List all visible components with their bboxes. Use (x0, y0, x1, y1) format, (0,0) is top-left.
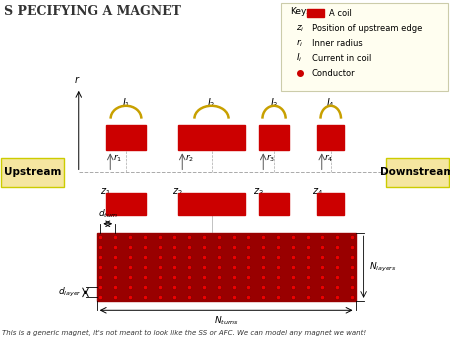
Text: A coil: A coil (328, 9, 351, 18)
Text: $z_4$: $z_4$ (312, 187, 323, 198)
Text: $r_i$: $r_i$ (296, 38, 303, 49)
Text: $z_3$: $z_3$ (253, 187, 264, 198)
Bar (259, 125, 289, 150)
Bar (97, 233, 356, 301)
Text: $r_3$: $r_3$ (266, 152, 275, 164)
Bar (178, 125, 245, 150)
Text: $z_i$: $z_i$ (296, 23, 304, 34)
Text: $r_1$: $r_1$ (113, 152, 122, 164)
FancyBboxPatch shape (1, 158, 64, 187)
FancyBboxPatch shape (281, 3, 448, 91)
Text: $I_2$: $I_2$ (207, 96, 216, 110)
Text: r: r (75, 75, 78, 85)
Text: $N_{layers}$: $N_{layers}$ (369, 261, 397, 273)
Text: $d_{turn}$: $d_{turn}$ (98, 208, 118, 220)
Text: $I_4$: $I_4$ (326, 96, 335, 110)
Text: $r_4$: $r_4$ (324, 152, 334, 164)
Text: $I_3$: $I_3$ (270, 96, 279, 110)
Text: $d_{layer}$: $d_{layer}$ (58, 286, 82, 299)
Bar (106, 125, 146, 150)
Text: Current in coil: Current in coil (312, 54, 371, 63)
Bar (317, 193, 344, 215)
Text: $I_i$: $I_i$ (296, 52, 302, 64)
Text: Upstream: Upstream (4, 167, 62, 177)
Text: Conductor: Conductor (312, 69, 356, 77)
Bar (106, 193, 146, 215)
Text: S PECIFYING A MAGNET: S PECIFYING A MAGNET (4, 5, 181, 18)
Text: This is a generic magnet, it's not meant to look like the SS or AFC. We can mode: This is a generic magnet, it's not meant… (2, 330, 366, 336)
Bar (317, 125, 344, 150)
Text: Inner radius: Inner radius (312, 39, 363, 48)
Bar (307, 9, 324, 17)
Text: $r_2$: $r_2$ (185, 152, 194, 164)
FancyBboxPatch shape (386, 158, 449, 187)
Bar (259, 193, 289, 215)
Text: $I_1$: $I_1$ (122, 96, 130, 110)
Text: Key:: Key: (290, 7, 309, 16)
Text: Position of upstream edge: Position of upstream edge (312, 24, 422, 33)
Text: $z_1$: $z_1$ (100, 187, 111, 198)
Text: $z_2$: $z_2$ (172, 187, 183, 198)
Text: $N_{turns}$: $N_{turns}$ (214, 314, 239, 327)
Text: Downstream: Downstream (380, 167, 450, 177)
Bar (178, 193, 245, 215)
Text: $z$: $z$ (396, 167, 403, 177)
